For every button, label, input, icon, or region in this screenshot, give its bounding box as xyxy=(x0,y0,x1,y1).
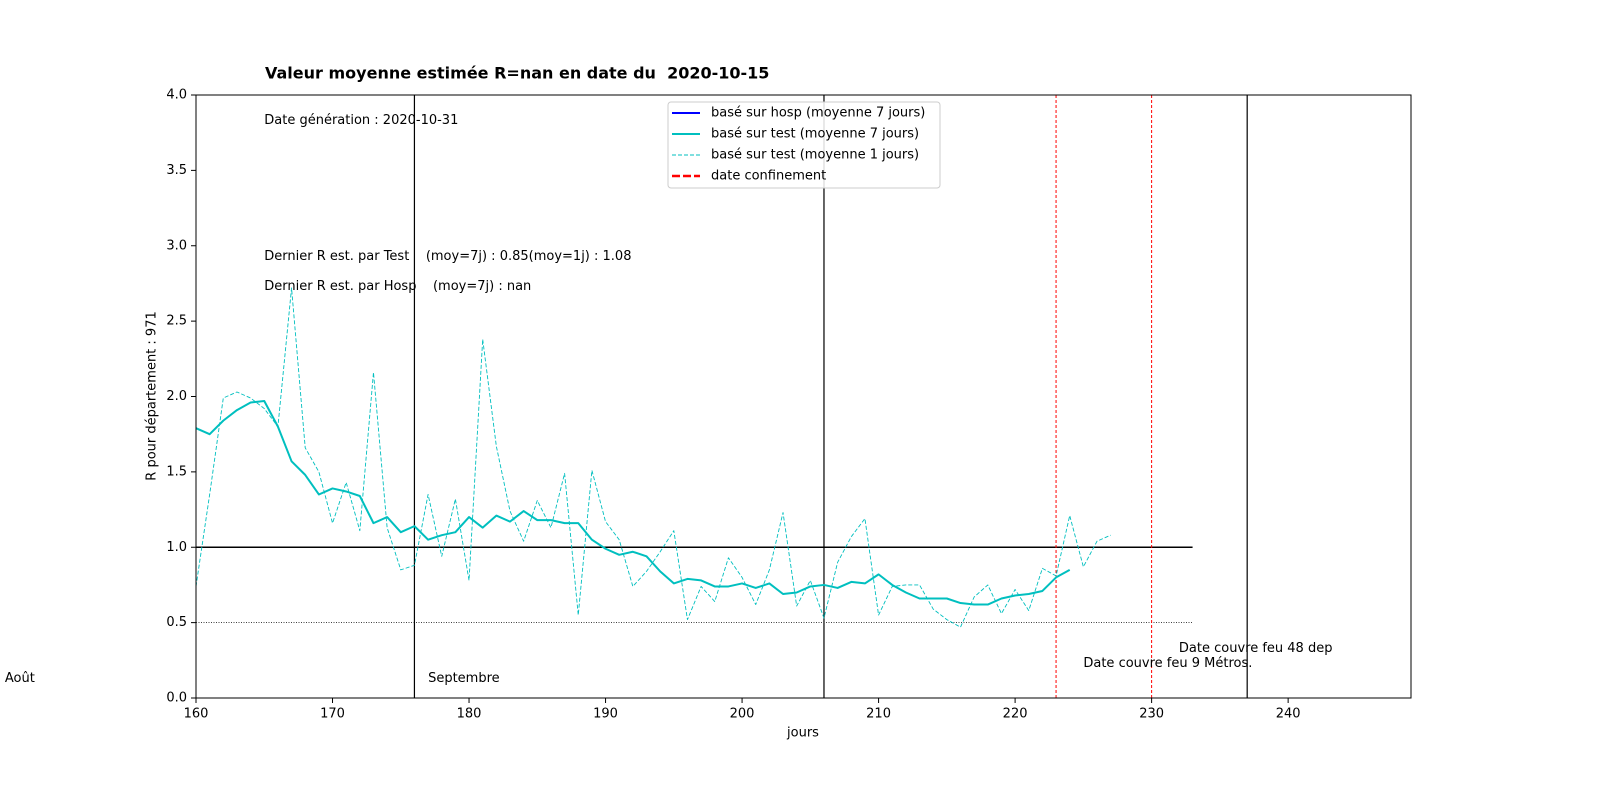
annotation: Août xyxy=(5,671,35,686)
x-tick-label: 190 xyxy=(593,707,618,722)
legend-label: date confinement xyxy=(711,169,826,184)
x-axis-label: jours xyxy=(786,726,819,741)
y-tick-label: 1.5 xyxy=(166,464,187,479)
x-tick-label: 230 xyxy=(1139,707,1164,722)
series-line xyxy=(195,287,1111,628)
series-line xyxy=(195,400,1071,606)
annotation: Date génération : 2020-10-31 xyxy=(264,113,458,128)
annotation: Dernier R est. par Hosp (moy=7j) : nan xyxy=(264,279,531,294)
x-tick-label: 220 xyxy=(1003,707,1028,722)
y-axis-label: R pour département : 971 xyxy=(145,311,160,480)
legend: basé sur hosp (moyenne 7 jours) basé sur … xyxy=(667,101,941,189)
x-tick-label: 180 xyxy=(457,707,482,722)
annotation: Date couvre feu 9 Métros. xyxy=(1083,656,1252,671)
x-tick-label: 160 xyxy=(184,707,209,722)
y-tick-label: 4.0 xyxy=(166,88,187,103)
y-tick-label: 0.5 xyxy=(166,615,187,630)
annotation: Date couvre feu 48 dep xyxy=(1179,641,1333,656)
y-tick-label: 3.5 xyxy=(166,163,187,178)
y-tick-label: 3.0 xyxy=(166,238,187,253)
chart-title: Valeur moyenne estimée R=nan en date du … xyxy=(265,64,769,83)
x-tick-label: 210 xyxy=(866,707,891,722)
y-tick-label: 2.0 xyxy=(166,389,187,404)
legend-label: basé sur test (moyenne 7 jours) xyxy=(711,127,919,142)
x-tick-label: 200 xyxy=(730,707,755,722)
legend-label: basé sur test (moyenne 1 jours) xyxy=(711,148,919,163)
legend-label: basé sur hosp (moyenne 7 jours) xyxy=(711,106,925,121)
legend-box xyxy=(667,101,941,189)
y-tick-label: 1.0 xyxy=(166,540,187,555)
plot-frame xyxy=(195,94,1412,699)
y-tick-label: 2.5 xyxy=(166,314,187,329)
x-tick-label: 240 xyxy=(1276,707,1301,722)
annotation: Dernier R est. par Test (moy=7j) : 0.85(… xyxy=(264,249,631,264)
x-tick-label: 170 xyxy=(320,707,345,722)
annotation: Septembre xyxy=(428,671,500,686)
y-tick-label: 0.0 xyxy=(166,691,187,706)
